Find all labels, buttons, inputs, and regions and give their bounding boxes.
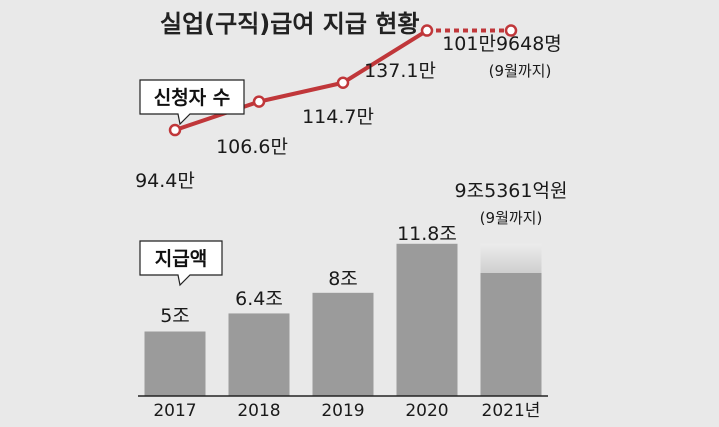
- legend-label: 신청자 수: [154, 87, 231, 109]
- bar: [396, 243, 458, 396]
- line-point: [252, 95, 266, 108]
- legend-label: 지급액: [155, 248, 207, 270]
- bar-value-label: 11.8조: [397, 223, 457, 245]
- line-segment: [257, 80, 345, 104]
- line-value-label: 137.1만: [364, 60, 436, 82]
- x-tick-label: 2019: [321, 401, 364, 421]
- bar: [312, 292, 374, 396]
- legend-box: [139, 79, 245, 126]
- legend-box: [139, 240, 223, 287]
- line-chart-area: 94.4만 106.6만 114.7만 137.1만 101만9648명 (9월까지): [135, 24, 562, 192]
- x-tick-label: 2017: [153, 401, 196, 421]
- legend-line: 신청자 수: [139, 79, 245, 126]
- chart-title: 실업(구직)급여 지급 현황: [160, 10, 419, 38]
- bar-note-label: (9월까지): [480, 209, 543, 227]
- bar-value-label: 6.4조: [235, 288, 283, 310]
- bar-value-label: 8조: [328, 268, 358, 290]
- bar-value-label: 9조5361억원: [455, 180, 568, 202]
- line-value-label: 106.6만: [216, 136, 288, 158]
- bar: [228, 313, 290, 396]
- line-note-label: (9월까지): [489, 62, 552, 80]
- legend-bar: 지급액: [139, 240, 223, 287]
- line-value-label: 94.4만: [135, 170, 195, 192]
- line-point: [336, 76, 350, 89]
- line-point: [420, 24, 434, 37]
- x-tick-label: 2020: [405, 401, 448, 421]
- x-tick-label: 2021년: [482, 401, 541, 421]
- line-segment: [173, 99, 261, 133]
- line-value-label: 101만9648명: [442, 33, 562, 55]
- bar: [144, 331, 206, 396]
- bar-value-label: 5조: [160, 305, 190, 327]
- bar: [480, 272, 542, 396]
- line-value-label: 114.7만: [302, 106, 374, 128]
- x-axis: 2017 2018 2019 2020 2021년: [138, 395, 548, 421]
- bar-projection: [480, 243, 542, 273]
- bar-chart-area: 5조 6.4조 8조 11.8조 9조5361억원 (9월까지): [144, 180, 568, 396]
- line-point: [504, 24, 518, 37]
- line-point: [168, 123, 182, 137]
- x-tick-label: 2018: [237, 401, 280, 421]
- line-segment: [341, 28, 429, 85]
